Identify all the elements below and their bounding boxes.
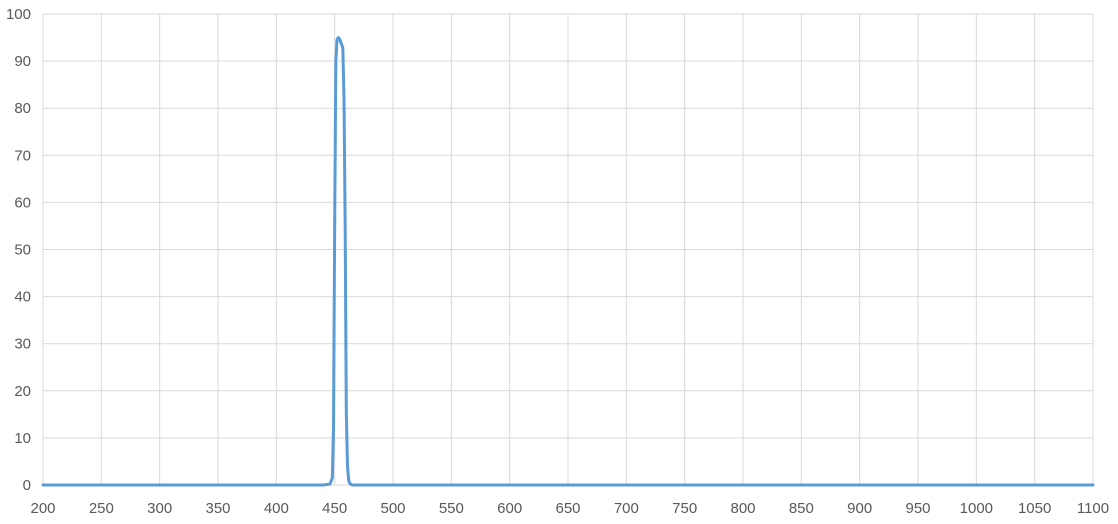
x-tick-label: 850 (789, 500, 814, 517)
x-tick-label: 700 (614, 500, 639, 517)
y-tick-label: 70 (14, 147, 31, 164)
x-tick-label: 1100 (1077, 500, 1109, 517)
series-line (41, 36, 1095, 487)
x-tick-label: 450 (322, 500, 347, 517)
x-tick-label: 200 (30, 500, 55, 517)
y-tick-label: 50 (14, 242, 31, 259)
series-layer (41, 36, 1095, 487)
x-tick-label: 550 (439, 500, 464, 517)
y-tick-label: 90 (14, 53, 31, 70)
x-tick-label: 1000 (960, 500, 993, 517)
y-tick-label: 100 (6, 6, 31, 23)
y-tick-label: 10 (14, 430, 31, 447)
y-tick-label: 20 (14, 383, 31, 400)
x-tick-label: 400 (264, 500, 289, 517)
x-tick-label: 650 (555, 500, 580, 517)
x-tick-label: 250 (89, 500, 114, 517)
x-tick-label: 500 (380, 500, 405, 517)
y-tick-label: 60 (14, 194, 31, 211)
y-tick-label: 80 (14, 100, 31, 117)
x-tick-label: 900 (847, 500, 872, 517)
x-tick-label: 950 (905, 500, 930, 517)
y-tick-label: 30 (14, 336, 31, 353)
x-tick-label: 300 (147, 500, 172, 517)
axis-tick-labels: 200 250 300 350 400 450 500 550 600 650 700 750 800 8… (6, 6, 1109, 517)
x-tick-label: 600 (497, 500, 522, 517)
x-tick-label: 750 (672, 500, 697, 517)
x-tick-label: 800 (730, 500, 755, 517)
grid (42, 13, 1094, 486)
x-tick-label: 1050 (1018, 500, 1051, 517)
x-tick-label: 350 (205, 500, 230, 517)
y-tick-label: 40 (14, 289, 31, 306)
y-tick-label: 0 (23, 477, 31, 494)
